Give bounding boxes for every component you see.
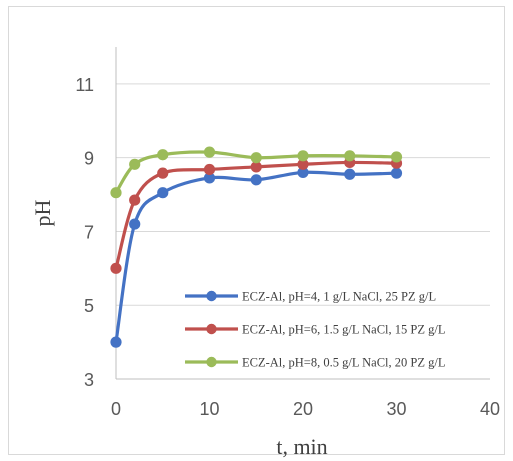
y-tick-label-5: 5 <box>84 296 94 316</box>
series-3 <box>110 146 403 199</box>
series-1-point-6 <box>344 168 356 180</box>
y-tick-label-3: 3 <box>84 370 94 390</box>
y-axis-title: pH <box>30 199 55 226</box>
series-3-point-6 <box>344 150 356 162</box>
series-1 <box>110 166 403 348</box>
series-3-point-1 <box>129 158 141 170</box>
legend-entry-1: ECZ-Al, pH=4, 1 g/L NaCl, 25 PZ g/L <box>185 290 436 304</box>
series-2-point-1 <box>129 194 141 206</box>
legend-entry-3: ECZ-Al, pH=8, 0.5 g/L NaCl, 20 PZ g/L <box>185 356 445 370</box>
legend-entry-2: ECZ-Al, pH=6, 1.5 g/L NaCl, 15 PZ g/L <box>185 323 445 337</box>
y-tick-label-9: 9 <box>84 149 94 169</box>
series-1-point-2 <box>157 187 169 199</box>
gridlines <box>116 83 490 306</box>
series-1-line <box>114 170 397 343</box>
x-tick-label-20: 20 <box>293 399 313 419</box>
x-tick-label-10: 10 <box>199 399 219 419</box>
legend-label-3: ECZ-Al, pH=8, 0.5 g/L NaCl, 20 PZ g/L <box>242 356 445 370</box>
series-1-point-7 <box>390 167 403 179</box>
series-1-point-0 <box>110 336 122 348</box>
series <box>110 146 403 348</box>
axes <box>115 47 490 380</box>
x-tick-label-0: 0 <box>111 399 121 419</box>
series-1-point-5 <box>297 166 309 179</box>
series-1-point-4 <box>250 174 262 186</box>
chart-frame <box>8 6 505 455</box>
series-2 <box>110 156 403 274</box>
legend-swatch-marker-1 <box>206 290 217 302</box>
legend-label-2: ECZ-Al, pH=6, 1.5 g/L NaCl, 15 PZ g/L <box>242 323 445 337</box>
series-3-point-0 <box>110 187 122 199</box>
x-tick-label-30: 30 <box>386 399 406 419</box>
legend-swatch-marker-3 <box>206 356 217 368</box>
series-3-point-2 <box>157 149 169 161</box>
series-2-point-4 <box>250 161 262 173</box>
series-1-point-3 <box>203 172 216 184</box>
y-tick-label-11: 11 <box>75 75 94 95</box>
series-3-point-3 <box>203 146 216 158</box>
series-2-point-2 <box>157 167 169 179</box>
series-3-point-7 <box>390 151 403 163</box>
tick-labels: 3 5 7 9 11 0 10 20 30 40 <box>75 75 500 419</box>
series-2-point-0 <box>110 262 122 274</box>
x-axis-title: t, min <box>276 434 327 459</box>
series-1-point-1 <box>129 218 141 230</box>
x-tick-label-40: 40 <box>480 399 500 419</box>
series-2-point-3 <box>203 163 216 176</box>
y-tick-label-7: 7 <box>84 222 94 242</box>
legend-swatch-marker-2 <box>206 323 217 335</box>
legend: ECZ-Al, pH=4, 1 g/L NaCl, 25 PZ g/L ECZ-A… <box>185 290 445 370</box>
series-3-point-5 <box>297 150 309 162</box>
legend-label-1: ECZ-Al, pH=4, 1 g/L NaCl, 25 PZ g/L <box>242 290 436 304</box>
series-3-point-4 <box>250 152 262 164</box>
series-2-point-5 <box>297 158 309 170</box>
